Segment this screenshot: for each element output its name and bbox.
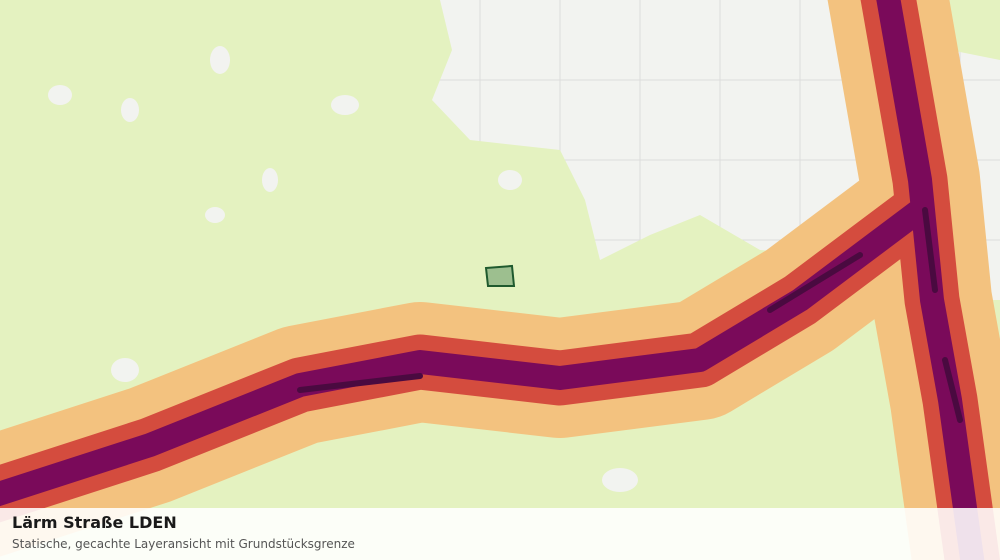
caption-panel [0, 508, 1000, 560]
map-title: Lärm Straße LDEN [12, 513, 177, 532]
parcel-boundary [484, 264, 516, 287]
gaps [48, 46, 638, 492]
map-subtitle: Statische, gecachte Layeransicht mit Gru… [12, 537, 355, 551]
